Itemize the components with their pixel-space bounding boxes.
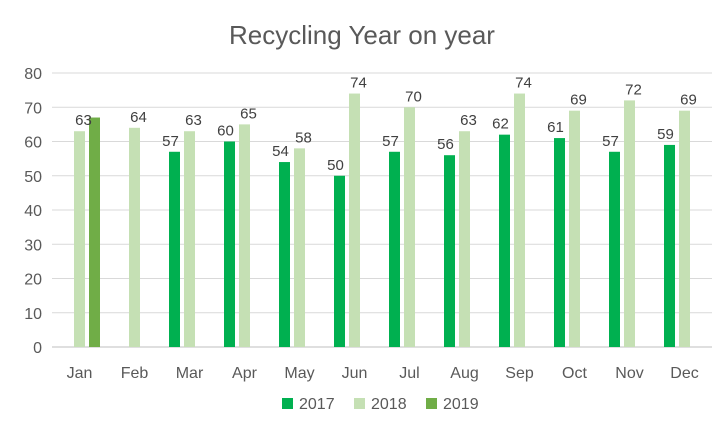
legend-label-2017: 2017 [299,396,335,413]
data-label-2018-Apr: 65 [240,105,257,122]
legend-swatch-2018 [354,398,365,409]
bar-2018-Nov [624,100,635,348]
bar-2018-May [294,148,305,347]
x-tick-label-mar: Mar [176,365,204,382]
x-tick-label-jun: Jun [342,365,368,382]
bar-2017-Jul [389,151,400,347]
x-tick-label-apr: Apr [232,365,258,382]
data-label-2018-Sep: 74 [515,75,532,92]
y-tick-label: 70 [24,100,42,117]
bar-2018-Feb [129,127,140,347]
data-label-2017-Jun: 50 [327,157,344,174]
x-tick-label-nov: Nov [615,365,643,382]
data-label-2017-Dec: 59 [657,126,674,143]
legend-item-2018: 2018 [354,396,407,413]
y-tick-label: 30 [24,237,42,254]
data-label-2018-Jan: 63 [75,112,92,129]
data-label-2017-Sep: 62 [492,116,509,133]
x-tick-label-oct: Oct [562,365,587,382]
legend-label-2019: 2019 [443,396,479,413]
data-label-2018-Jul: 70 [405,88,422,105]
bar-2018-Jun [349,93,360,347]
y-tick-label: 40 [24,203,42,220]
y-tick-label: 20 [24,272,42,289]
bar-2018-Apr [239,124,250,347]
y-axis-ticks: 0 10 20 30 40 50 60 70 80 [24,66,42,357]
bar-2018-Aug [459,131,470,347]
bar-2017-Nov [609,151,620,347]
data-label-2018-Aug: 63 [460,112,477,129]
data-labels: 63 64 57 63 60 65 54 58 50 74 57 70 56 63 62 74 61 69 57 72… [75,75,697,174]
bars [74,93,690,348]
x-axis-categories: Jan Feb Mar Apr May Jun Jul Aug Sep Oct Nov Dec [67,365,699,382]
bar-2017-Aug [444,155,455,347]
bar-2017-Sep [499,134,510,347]
bar-2017-Apr [224,141,235,347]
y-tick-label: 0 [33,340,42,357]
bar-2018-Oct [569,110,580,347]
bar-2018-Mar [184,131,195,347]
y-tick-label: 50 [24,169,42,186]
data-label-2018-Jun: 74 [350,75,367,92]
legend-swatch-2017 [282,398,293,409]
y-tick-label: 80 [24,66,42,83]
bar-2017-Mar [169,151,180,347]
data-label-2018-Feb: 64 [130,109,147,126]
data-label-2017-Mar: 57 [162,133,179,150]
data-label-2017-Oct: 61 [547,119,564,136]
bar-2017-May [279,162,290,347]
data-label-2018-Nov: 72 [625,81,642,98]
bar-2017-Oct [554,138,565,347]
y-tick-label: 60 [24,135,42,152]
x-tick-label-aug: Aug [450,365,478,382]
bar-2019-Jan [89,117,100,348]
data-label-2018-May: 58 [295,129,312,146]
data-label-2017-May: 54 [272,143,289,160]
data-label-2018-Mar: 63 [185,112,202,129]
legend-label-2018: 2018 [371,396,407,413]
x-tick-label-dec: Dec [670,365,698,382]
bar-2018-Sep [514,93,525,347]
bar-2017-Jun [334,175,345,347]
legend-swatch-2019 [426,398,437,409]
x-tick-label-jan: Jan [67,365,93,382]
data-label-2017-Nov: 57 [602,133,619,150]
data-label-2017-Aug: 56 [437,136,454,153]
bar-2018-Dec [679,110,690,347]
x-tick-label-may: May [284,365,314,382]
bar-2018-Jan [74,131,85,347]
x-tick-label-sep: Sep [505,365,534,382]
data-label-2018-Dec: 69 [680,92,697,109]
x-tick-label-jul: Jul [399,365,419,382]
legend: 2017 2018 2019 [282,396,479,413]
x-tick-label-feb: Feb [121,365,149,382]
y-tick-label: 10 [24,306,42,323]
legend-item-2019: 2019 [426,396,479,413]
gridlines [52,72,712,348]
bar-2018-Jul [404,107,415,347]
data-label-2017-Apr: 60 [217,123,234,140]
legend-item-2017: 2017 [282,396,335,413]
chart-title: Recycling Year on year [229,20,495,50]
bar-2017-Dec [664,144,675,347]
data-label-2018-Oct: 69 [570,92,587,109]
data-label-2017-Jul: 57 [382,133,399,150]
